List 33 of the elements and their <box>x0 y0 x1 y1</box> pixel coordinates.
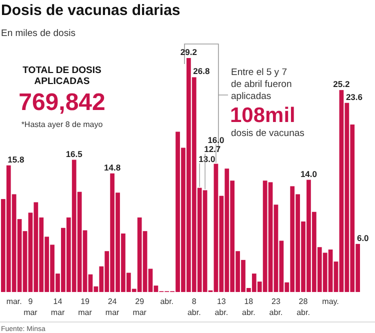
annotation: dosis de vacunas <box>231 128 305 139</box>
x-tick-label: 9 mar <box>24 297 38 317</box>
data-label: 16.0 <box>208 134 225 145</box>
data-label: 12.7 <box>204 144 221 154</box>
x-tick-label: may. <box>322 297 339 306</box>
annotation: Entre el 5 y 7 de abril fueron aplicadas <box>231 67 292 102</box>
x-tick-label: 8 abr. <box>187 297 201 317</box>
x-tick-label: 13 abr. <box>214 297 228 317</box>
x-tick-label: abr. <box>160 297 174 306</box>
data-label: 14.8 <box>104 162 121 172</box>
data-label: 26.8 <box>193 66 210 76</box>
x-tick-label: 19 mar <box>78 297 92 317</box>
x-tick-label: 23 abr. <box>269 297 283 317</box>
x-tick-label: mar. <box>6 297 22 306</box>
annotation: TOTAL DE DOSIS APLICADAS <box>22 65 102 87</box>
x-tick-label: 14 mar <box>50 297 65 317</box>
data-label: 14.0 <box>300 168 318 179</box>
x-tick-label: 18 abr. <box>242 297 256 317</box>
data-label: 23.6 <box>346 92 363 102</box>
data-label: 15.8 <box>8 154 24 164</box>
annotation: 108mil <box>230 104 296 127</box>
chart-title: Dosis de vacunas diarias <box>1 2 180 19</box>
data-label: 13.0 <box>198 154 216 164</box>
x-tick-label: 24 mar <box>105 297 120 317</box>
chart-subtitle: En miles de dosis <box>1 28 76 39</box>
data-label: 6.0 <box>356 232 370 243</box>
x-tick-label: 28 abr. <box>296 297 310 317</box>
data-label: 16.5 <box>66 148 83 159</box>
x-tick-label: 29 mar <box>132 297 147 317</box>
annotation: *Hasta ayer 8 de mayo <box>21 120 104 129</box>
annotation: 769,842 <box>18 89 106 116</box>
data-label: 25.2 <box>333 79 350 90</box>
data-label: 29.2 <box>180 47 198 57</box>
